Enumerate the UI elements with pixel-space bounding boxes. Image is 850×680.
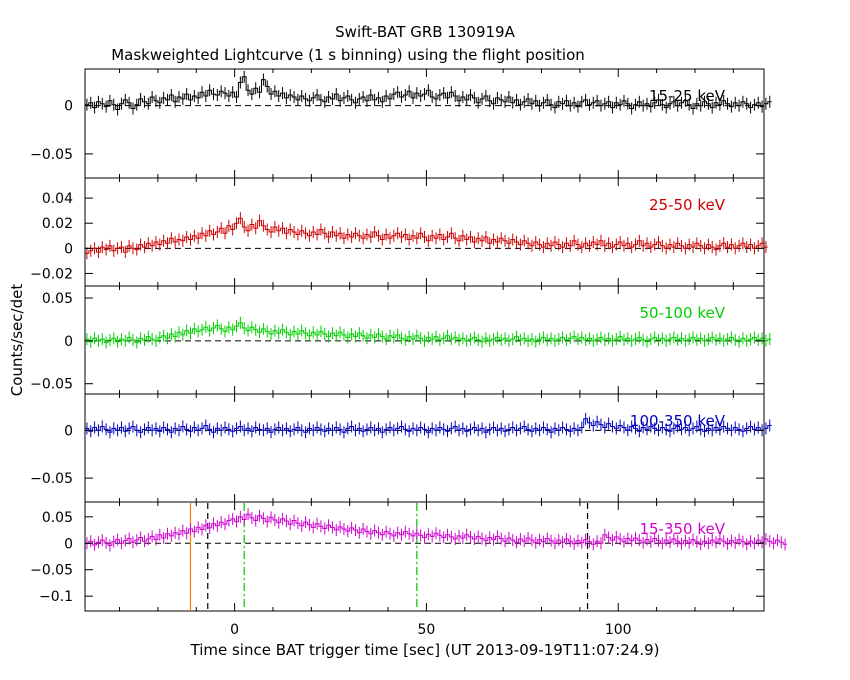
panel-4: 0 −0.05 100-350 keV xyxy=(30,393,772,503)
panel-2: 0.04 0.02 0 −0.02 25-50 keV xyxy=(30,177,768,287)
series-line xyxy=(85,217,768,254)
series-line xyxy=(85,418,772,433)
panel-5: 0.05 0 −0.05 −0.1 15-350 keV xyxy=(30,501,787,612)
chart-subtitle: Maskweighted Lightcurve (1 s binning) us… xyxy=(111,46,585,64)
y-tick-label: 0.02 xyxy=(42,216,73,232)
x-tick-label: 0 xyxy=(230,622,239,638)
y-tick-label: −0.1 xyxy=(39,589,73,605)
band-label: 50-100 keV xyxy=(639,304,725,322)
panel-1: 0 −0.05 15-25 keV xyxy=(30,68,772,179)
band-label: 15-25 keV xyxy=(649,87,726,105)
band-label: 100-350 keV xyxy=(630,412,726,430)
band-label: 25-50 keV xyxy=(649,196,726,214)
panel-3: 0.05 0 −0.05 50-100 keV xyxy=(30,285,772,395)
x-axis-label: Time since BAT trigger time [sec] (UT 20… xyxy=(190,641,660,659)
panel-frame xyxy=(84,68,765,179)
x-tick-label: 50 xyxy=(418,622,436,638)
y-tick-label: 0.05 xyxy=(42,291,73,307)
panel-frame xyxy=(84,501,765,612)
band-label: 15-350 keV xyxy=(639,520,725,538)
series-line xyxy=(85,322,772,344)
y-tick-label: −0.05 xyxy=(30,377,73,393)
y-tick-label: 0 xyxy=(64,423,73,439)
y-axis-label: Counts/sec/det xyxy=(8,284,26,397)
series-line xyxy=(85,513,787,546)
y-tick-label: 0.05 xyxy=(42,510,73,526)
x-tick-label: 100 xyxy=(605,622,632,638)
panel-frame xyxy=(84,393,765,503)
y-tick-label: 0.04 xyxy=(42,191,73,207)
y-tick-label: 0 xyxy=(64,536,73,552)
series-line xyxy=(85,76,772,110)
y-tick-label: 0 xyxy=(64,241,73,257)
y-tick-label: 0 xyxy=(64,99,73,115)
y-tick-label: 0 xyxy=(64,334,73,350)
chart-title: Swift-BAT GRB 130919A xyxy=(335,23,515,41)
y-tick-label: −0.05 xyxy=(30,563,73,579)
y-tick-label: −0.05 xyxy=(30,147,73,163)
y-tick-label: −0.02 xyxy=(30,266,73,282)
y-tick-label: −0.05 xyxy=(30,471,73,487)
